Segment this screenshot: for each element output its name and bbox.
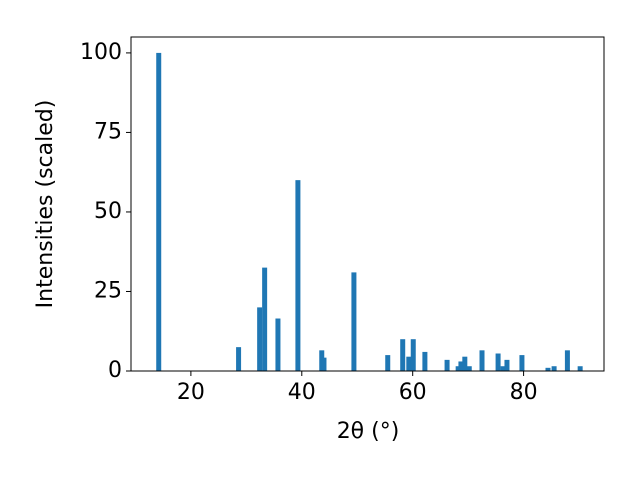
y-tick-label: 0 <box>108 358 122 383</box>
bar <box>236 347 242 371</box>
bar <box>321 357 327 371</box>
x-tick-label: 20 <box>177 380 205 405</box>
bar <box>545 367 551 371</box>
bar <box>422 351 428 371</box>
plot-frame <box>130 36 605 372</box>
bar <box>504 359 510 371</box>
bar <box>462 356 468 371</box>
bar <box>500 366 506 371</box>
bar <box>275 318 281 371</box>
bar <box>458 361 464 371</box>
bar <box>444 359 450 371</box>
bar <box>410 339 416 371</box>
bar <box>156 52 162 372</box>
bar <box>551 366 557 371</box>
bar <box>479 350 485 371</box>
y-tick-label: 100 <box>80 40 122 65</box>
x-axis-label: 2θ (°) <box>337 419 400 444</box>
bar <box>455 366 461 371</box>
x-tick-label: 60 <box>399 380 427 405</box>
bar <box>406 356 412 371</box>
x-tick-label: 40 <box>288 380 316 405</box>
bar <box>564 350 570 371</box>
x-tick-label: 80 <box>510 380 538 405</box>
bar <box>351 272 357 371</box>
y-tick-label: 50 <box>94 199 122 224</box>
y-tick-label: 25 <box>94 278 122 303</box>
bar <box>519 355 525 371</box>
y-tick-label: 75 <box>94 119 122 144</box>
bar <box>466 366 472 371</box>
bar <box>262 267 268 371</box>
bar <box>400 339 406 371</box>
bar <box>257 307 263 371</box>
bar <box>495 353 501 371</box>
bar <box>385 355 391 371</box>
bar <box>295 180 301 371</box>
y-axis-label: Intensities (scaled) <box>33 100 58 309</box>
bar <box>577 366 583 371</box>
